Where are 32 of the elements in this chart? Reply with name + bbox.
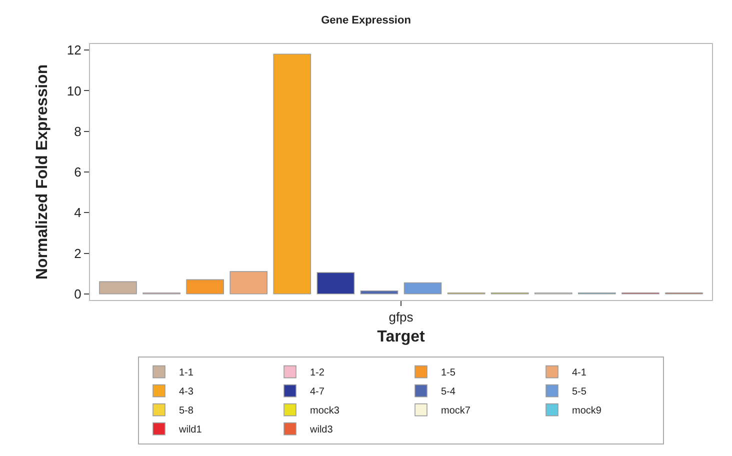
legend-label: 5-4	[441, 386, 456, 398]
y-tick-label: 8	[74, 124, 82, 139]
legend-label: 1-5	[441, 368, 456, 379]
legend-label: wild3	[309, 424, 334, 436]
bar	[273, 54, 312, 294]
bar	[404, 282, 442, 294]
legend-label: 4-1	[572, 368, 587, 379]
y-axis-title: Normalized Fold Expression	[34, 64, 51, 280]
legend-label: 1-1	[179, 368, 194, 379]
legend-label: 5-8	[179, 406, 194, 417]
y-tick-label: 6	[74, 164, 82, 180]
y-tick-label: 4	[74, 205, 82, 220]
legend-label: 5-5	[572, 386, 587, 398]
chart-title: Gene Expression	[321, 14, 412, 27]
y-tick-label: 12	[66, 42, 82, 58]
x-axis-title: Target	[377, 328, 426, 346]
legend-label: 4-3	[179, 386, 194, 398]
legend-label: 1-2	[310, 368, 325, 379]
legend-label: mock7	[441, 406, 471, 417]
legend-label: wild1	[178, 424, 202, 436]
bar	[186, 279, 224, 294]
bar	[230, 271, 268, 294]
x-tick-label: gfps	[388, 310, 414, 325]
legend-label: 4-7	[310, 386, 325, 398]
legend-label: mock3	[310, 406, 340, 417]
y-tick-label: 2	[74, 246, 82, 261]
bar	[360, 290, 398, 294]
y-tick-label: 10	[66, 83, 82, 98]
y-tick-label: 0	[74, 286, 82, 302]
legend-label: mock9	[572, 406, 602, 417]
bar	[99, 281, 137, 294]
bar	[316, 272, 355, 294]
